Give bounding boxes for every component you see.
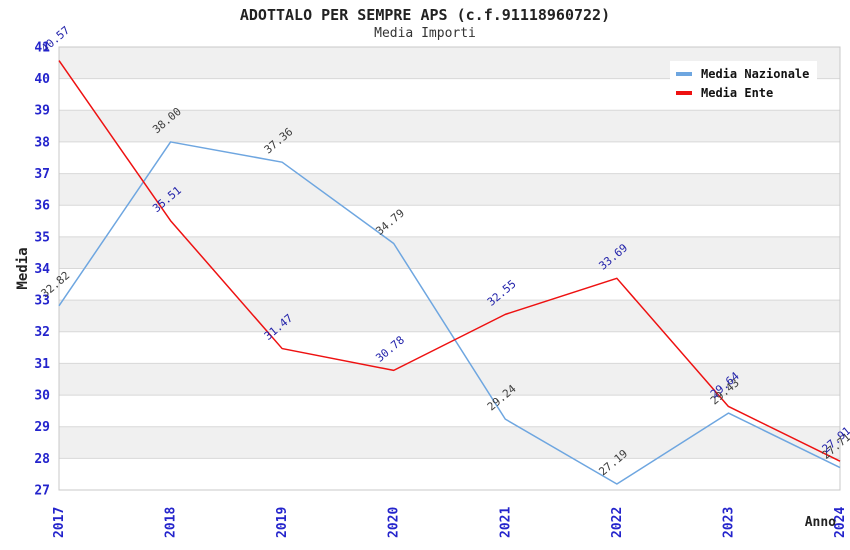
- legend-item-media-nazionale: Media Nazionale: [676, 64, 817, 83]
- y-tick-label: 36: [34, 199, 50, 214]
- band-stripe: [59, 426, 840, 459]
- x-tick-label: 2022: [610, 507, 625, 538]
- legend: Media Nazionale Media Ente: [670, 61, 817, 105]
- y-tick-label: 37: [34, 167, 50, 182]
- y-tick-label: 27: [34, 483, 50, 498]
- band-stripe: [59, 173, 840, 206]
- x-tick-label: 2019: [275, 507, 290, 538]
- y-tick-label: 30: [34, 388, 50, 403]
- chart-title: ADOTTALO PER SEMPRE APS (c.f.91118960722…: [239, 6, 611, 24]
- y-tick-label: 31: [34, 357, 50, 372]
- band-stripe: [59, 300, 840, 332]
- legend-label: Media Ente: [701, 85, 774, 100]
- y-tick-label: 35: [34, 230, 50, 245]
- media-ente-line: [58, 60, 841, 462]
- legend-label: Media Nazionale: [701, 66, 810, 81]
- y-tick-label: 34: [34, 262, 50, 277]
- y-tick-label: 40: [34, 72, 50, 87]
- x-tick-label: 2024: [833, 507, 848, 538]
- band-stripe: [59, 110, 840, 142]
- x-tick-label: 2018: [164, 507, 179, 538]
- x-axis-title: Anno: [805, 515, 836, 530]
- y-tick-label: 28: [34, 452, 50, 467]
- chart-subtitle: Media Importi: [374, 26, 476, 41]
- y-tick-label: 38: [34, 135, 50, 150]
- value-label: 30.78: [373, 333, 407, 364]
- value-label: 34.79: [373, 207, 407, 238]
- x-tick-label: 2023: [721, 507, 736, 538]
- plot-border: [58, 46, 841, 491]
- y-tick-label: 32: [34, 325, 50, 340]
- x-tick-label: 2020: [387, 507, 402, 538]
- y-axis-title: Media: [15, 247, 31, 289]
- y-tick-label: 39: [34, 104, 50, 119]
- media-ente-line-swatch: [676, 90, 692, 95]
- band-stripe: [59, 363, 840, 396]
- media-nazionale-line: [58, 141, 841, 485]
- x-tick-label: 2017: [52, 507, 67, 538]
- x-tick-label: 2021: [498, 507, 513, 538]
- y-tick-label: 33: [34, 294, 50, 309]
- media-nazionale-line-swatch: [676, 71, 692, 76]
- band-stripe: [59, 236, 840, 269]
- y-tick-label: 29: [34, 420, 50, 435]
- y-tick-label: 41: [34, 40, 50, 55]
- legend-item-media-ente: Media Ente: [676, 83, 817, 102]
